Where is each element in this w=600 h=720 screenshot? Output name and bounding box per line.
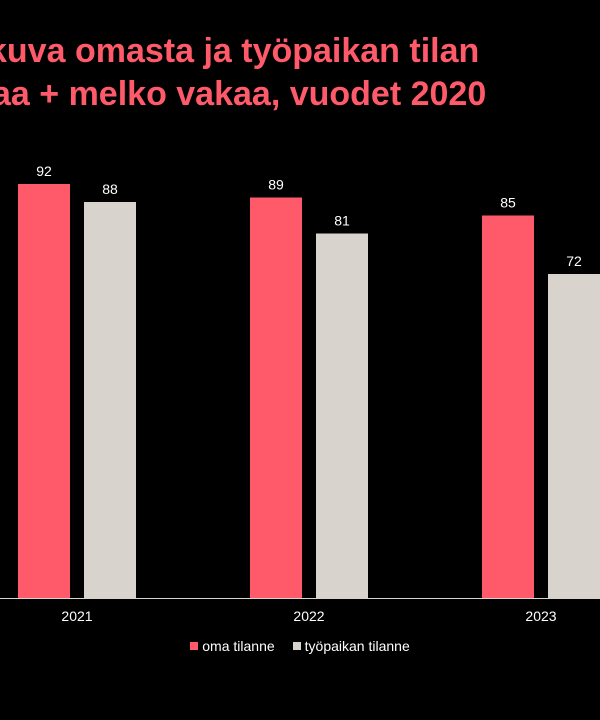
bar-2023-s0 bbox=[482, 215, 534, 598]
chart-title-line-2: aa + melko vakaa, vuodet 2020 bbox=[0, 75, 487, 113]
legend-label-oma: oma tilanne bbox=[202, 638, 275, 654]
legend-swatch-tyopaikka bbox=[292, 642, 301, 650]
data-label-2023-s0: 85 bbox=[500, 195, 516, 211]
bar-2021-s1 bbox=[84, 202, 136, 598]
chart-title-line-1: kuva omasta ja työpaikan tilan bbox=[0, 32, 480, 70]
bar-2022-s1 bbox=[316, 233, 368, 598]
legend-swatch-oma bbox=[190, 642, 199, 650]
x-tick-label-2023: 2023 bbox=[525, 608, 556, 624]
chart-legend: oma tilanne työpaikan tilanne bbox=[0, 638, 600, 654]
x-tick-label-2022: 2022 bbox=[293, 608, 324, 624]
data-label-2022-s1: 81 bbox=[334, 213, 350, 229]
legend-item-tyopaikka: työpaikan tilanne bbox=[292, 638, 410, 654]
chart-title: kuva omasta ja työpaikan tilan aa + melk… bbox=[0, 30, 600, 120]
data-label-2021-s1: 88 bbox=[102, 181, 118, 197]
data-label-2022-s0: 89 bbox=[268, 177, 284, 193]
data-label-2023-s1: 72 bbox=[566, 253, 582, 269]
legend-item-oma: oma tilanne bbox=[190, 638, 275, 654]
legend-label-tyopaikka: työpaikan tilanne bbox=[304, 638, 410, 654]
bar-2023-s1 bbox=[548, 274, 600, 598]
bar-2021-s0 bbox=[18, 184, 70, 598]
x-tick-label-2021: 2021 bbox=[61, 608, 92, 624]
data-label-2021-s0: 92 bbox=[36, 163, 52, 179]
bar-2022-s0 bbox=[250, 197, 302, 598]
